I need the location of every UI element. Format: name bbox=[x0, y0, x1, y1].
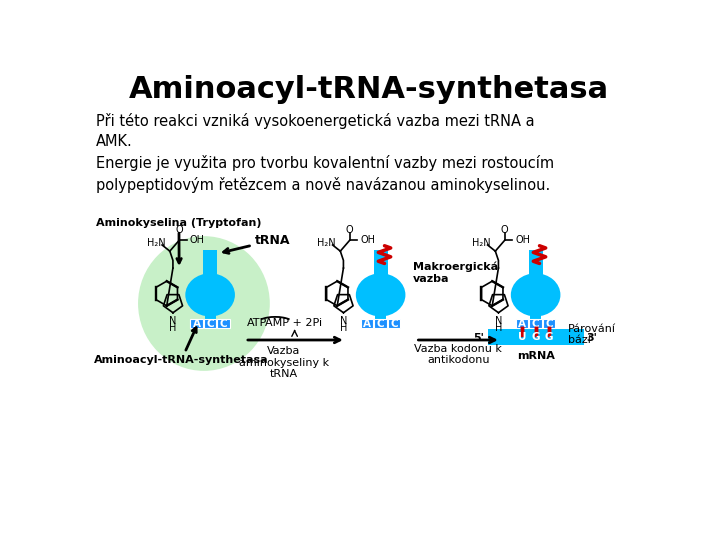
Ellipse shape bbox=[356, 273, 405, 316]
Text: 5': 5' bbox=[474, 334, 485, 343]
Text: H: H bbox=[169, 323, 176, 333]
Text: A: A bbox=[363, 319, 371, 329]
Ellipse shape bbox=[185, 273, 235, 316]
Text: O: O bbox=[175, 225, 183, 234]
Text: 3': 3' bbox=[587, 334, 598, 343]
Text: tRNA: tRNA bbox=[224, 234, 291, 253]
Text: O: O bbox=[501, 225, 508, 234]
Text: A: A bbox=[192, 319, 201, 329]
Bar bbox=[543, 319, 555, 328]
Bar bbox=[516, 319, 528, 328]
Text: H₂N: H₂N bbox=[317, 239, 336, 248]
Text: OH: OH bbox=[190, 235, 205, 245]
Text: N: N bbox=[169, 316, 176, 326]
Text: mRNA: mRNA bbox=[517, 351, 554, 361]
Text: H: H bbox=[340, 323, 347, 333]
Bar bbox=[529, 319, 542, 328]
Bar bbox=[375, 310, 386, 319]
Text: Vazba kodonu k
antikodonu: Vazba kodonu k antikodonu bbox=[414, 344, 502, 366]
Bar bbox=[530, 310, 541, 319]
Text: G: G bbox=[531, 332, 540, 342]
Text: Aminokyselina (Tryptofan): Aminokyselina (Tryptofan) bbox=[96, 218, 261, 263]
Bar bbox=[217, 319, 230, 328]
Text: N: N bbox=[340, 316, 347, 326]
Bar bbox=[374, 319, 387, 328]
Text: H₂N: H₂N bbox=[147, 239, 165, 248]
Text: C: C bbox=[532, 319, 539, 329]
Text: G: G bbox=[545, 332, 554, 342]
Text: C: C bbox=[220, 319, 228, 329]
Text: ATP: ATP bbox=[246, 318, 266, 328]
Bar bbox=[388, 319, 400, 328]
Text: AMP + 2Pi: AMP + 2Pi bbox=[265, 318, 323, 328]
Bar bbox=[487, 329, 584, 345]
Text: H: H bbox=[495, 323, 502, 333]
Text: O: O bbox=[346, 225, 354, 234]
Text: C: C bbox=[545, 319, 553, 329]
Bar bbox=[204, 319, 216, 328]
Text: Při této reakci vzniká vysokoenergetická vazba mezi tRNA a
AMK.
Energie je využi: Při této reakci vzniká vysokoenergetická… bbox=[96, 112, 554, 193]
Text: OH: OH bbox=[361, 235, 375, 245]
Text: H₂N: H₂N bbox=[472, 239, 491, 248]
Bar bbox=[204, 310, 215, 319]
Text: Vazba
aminokyseliny k
tRNA: Vazba aminokyseliny k tRNA bbox=[239, 346, 329, 380]
Ellipse shape bbox=[138, 236, 270, 371]
Text: C: C bbox=[377, 319, 384, 329]
Text: C: C bbox=[390, 319, 398, 329]
Text: C: C bbox=[207, 319, 214, 329]
Bar bbox=[374, 249, 387, 276]
Text: U: U bbox=[518, 332, 526, 342]
Text: Párování
bází: Párování bází bbox=[568, 324, 616, 346]
Bar bbox=[528, 249, 543, 276]
Bar bbox=[203, 249, 217, 276]
Text: N: N bbox=[495, 316, 502, 326]
Bar bbox=[190, 319, 203, 328]
Text: OH: OH bbox=[516, 235, 531, 245]
Bar bbox=[361, 319, 373, 328]
Text: Aminoacyl-tRNA-synthetasa: Aminoacyl-tRNA-synthetasa bbox=[94, 328, 269, 366]
Ellipse shape bbox=[510, 273, 560, 316]
Text: A: A bbox=[518, 319, 526, 329]
Text: Makroergická
vazba: Makroergická vazba bbox=[413, 262, 498, 284]
Text: Aminoacyl-tRNA-synthetasa: Aminoacyl-tRNA-synthetasa bbox=[129, 75, 609, 104]
